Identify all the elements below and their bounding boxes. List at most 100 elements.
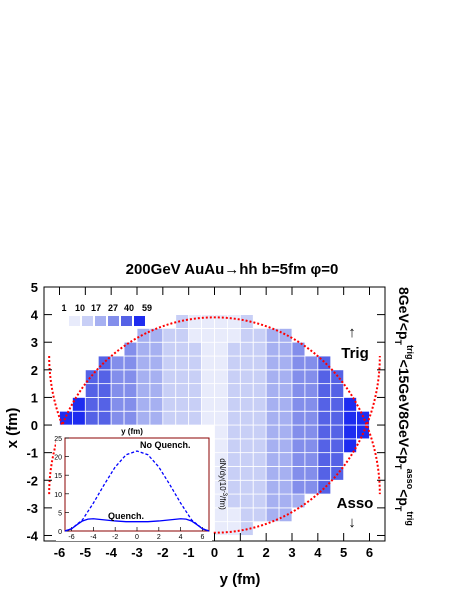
heatmap-cell: [136, 341, 151, 357]
heatmap-cell: [227, 314, 241, 329]
heatmap-cell: [291, 438, 306, 454]
heatmap-cell: [252, 466, 267, 481]
heatmap-cell: [291, 493, 306, 509]
heatmap-cell: [239, 438, 254, 454]
heatmap-cell: [136, 369, 151, 385]
heatmap-cell: [110, 410, 125, 426]
inset-x-tick-label: 0: [135, 534, 139, 541]
heatmap-cell: [278, 452, 293, 467]
heatmap-cell: [239, 466, 254, 481]
inset-x-tick-label: 6: [201, 534, 205, 541]
x-tick-label: -3: [131, 545, 143, 560]
heatmap-cell: [227, 438, 241, 454]
inset-x-tick-label: 2: [157, 534, 161, 541]
x-tick-label: 3: [288, 545, 295, 560]
heatmap-cell: [188, 369, 202, 385]
heatmap-cell: [343, 410, 357, 426]
heatmap-cell: [304, 369, 319, 385]
heatmap-cell: [214, 397, 228, 412]
heatmap-cell: [343, 397, 357, 412]
legend-swatch: [121, 316, 132, 326]
heatmap-cell: [136, 355, 151, 371]
inset-ylabel-main: dN/dy(10: [218, 458, 227, 491]
legend-swatch: [69, 316, 80, 326]
x-tick-label: -2: [157, 545, 169, 560]
inset-y-tick-label: 15: [54, 473, 62, 480]
legend-level-label: 59: [142, 303, 152, 313]
heatmap-cell: [227, 410, 241, 426]
heatmap-cell: [214, 314, 228, 329]
heatmap-cell: [227, 479, 241, 495]
heatmap-cell: [214, 341, 228, 357]
heatmap-cell: [214, 369, 228, 385]
heatmap-cell: [136, 410, 151, 426]
heatmap-cell: [239, 424, 254, 440]
heatmap-cell: [188, 397, 202, 412]
heatmap-cell: [123, 369, 138, 385]
heatmap-cell: [188, 355, 202, 371]
heatmap-cell: [343, 438, 357, 454]
y-tick-label: 1: [31, 390, 38, 405]
heatmap-cell: [201, 383, 215, 398]
heatmap-cell: [278, 438, 293, 454]
heatmap-cell: [265, 410, 280, 426]
heatmap-cell: [201, 410, 215, 426]
y-tick-label: -2: [26, 473, 38, 488]
heatmap-cell: [110, 369, 125, 385]
y-tick-label: 0: [31, 418, 38, 433]
x-tick-label: -4: [105, 545, 117, 560]
heatmap-cell: [175, 341, 190, 357]
heatmap-cell: [265, 383, 280, 398]
heatmap-cell: [239, 479, 254, 495]
heatmap-cell: [265, 397, 280, 412]
x-tick-label: 1: [237, 545, 244, 560]
heatmap-cell: [252, 328, 267, 343]
heatmap-cell: [278, 383, 293, 398]
heatmap-cell: [227, 452, 241, 467]
inset-y-tick-label: 20: [54, 455, 62, 462]
x-tick-label: 6: [366, 545, 373, 560]
upper-end: <15GeV: [396, 360, 412, 412]
heatmap-cell: [227, 507, 241, 523]
heatmap-cell: [188, 410, 202, 426]
x-tick-label: 0: [211, 545, 218, 560]
heatmap-cell: [304, 355, 319, 371]
heatmap-cell: [84, 383, 99, 398]
heatmap-cell: [278, 355, 293, 371]
heatmap-cell: [84, 410, 99, 426]
heatmap-cell: [330, 383, 345, 398]
kinematic-range-label: 8GeV<pTtrig<15GeV8GeV<pTasso<pTtrig: [393, 287, 415, 526]
heatmap-cell: [239, 341, 254, 357]
heatmap-cell: [110, 383, 125, 398]
inset-ticks: -6 -4 -2 0 2 4 6 0 5 10 15 20 25: [54, 436, 204, 541]
y-tick-label: -1: [26, 446, 38, 461]
heatmap-cell: [239, 452, 254, 467]
heatmap-cell: [317, 466, 332, 481]
heatmap-cell: [97, 410, 112, 426]
heatmap-cell: [291, 479, 306, 495]
heatmap-cell: [304, 383, 319, 398]
legend-level-label: 27: [108, 303, 118, 313]
upper-text: 8GeV<p: [396, 287, 412, 340]
heatmap-cell: [278, 466, 293, 481]
heatmap-cell: [278, 328, 293, 343]
heatmap-cell: [330, 452, 345, 467]
heatmap-cell: [265, 438, 280, 454]
inset-plot: -6 -4 -2 0 2 4 6 0 5 10 15 20 25 y (fm) dN/dy(10-3/f…: [54, 425, 227, 541]
heatmap-cell: [227, 493, 241, 509]
heatmap-cell: [252, 507, 267, 523]
heatmap-cell: [252, 410, 267, 426]
y-axis-ticks: -4 -3 -2 -1 0 1 2 3 4 5: [26, 280, 385, 543]
heatmap-cell: [252, 452, 267, 467]
y-tick-label: -4: [26, 528, 38, 543]
heatmap-cell: [291, 355, 306, 371]
heatmap-cell: [239, 397, 254, 412]
asso-arrow: ↓: [348, 514, 356, 531]
heatmap-cell: [175, 397, 190, 412]
heatmap-cell: [123, 383, 138, 398]
heatmap-cell: [317, 438, 332, 454]
heatmap-cell: [252, 383, 267, 398]
x-tick-label: -5: [80, 545, 92, 560]
x-tick-label: 2: [263, 545, 270, 560]
inset-y-tick-label: 10: [54, 492, 62, 499]
